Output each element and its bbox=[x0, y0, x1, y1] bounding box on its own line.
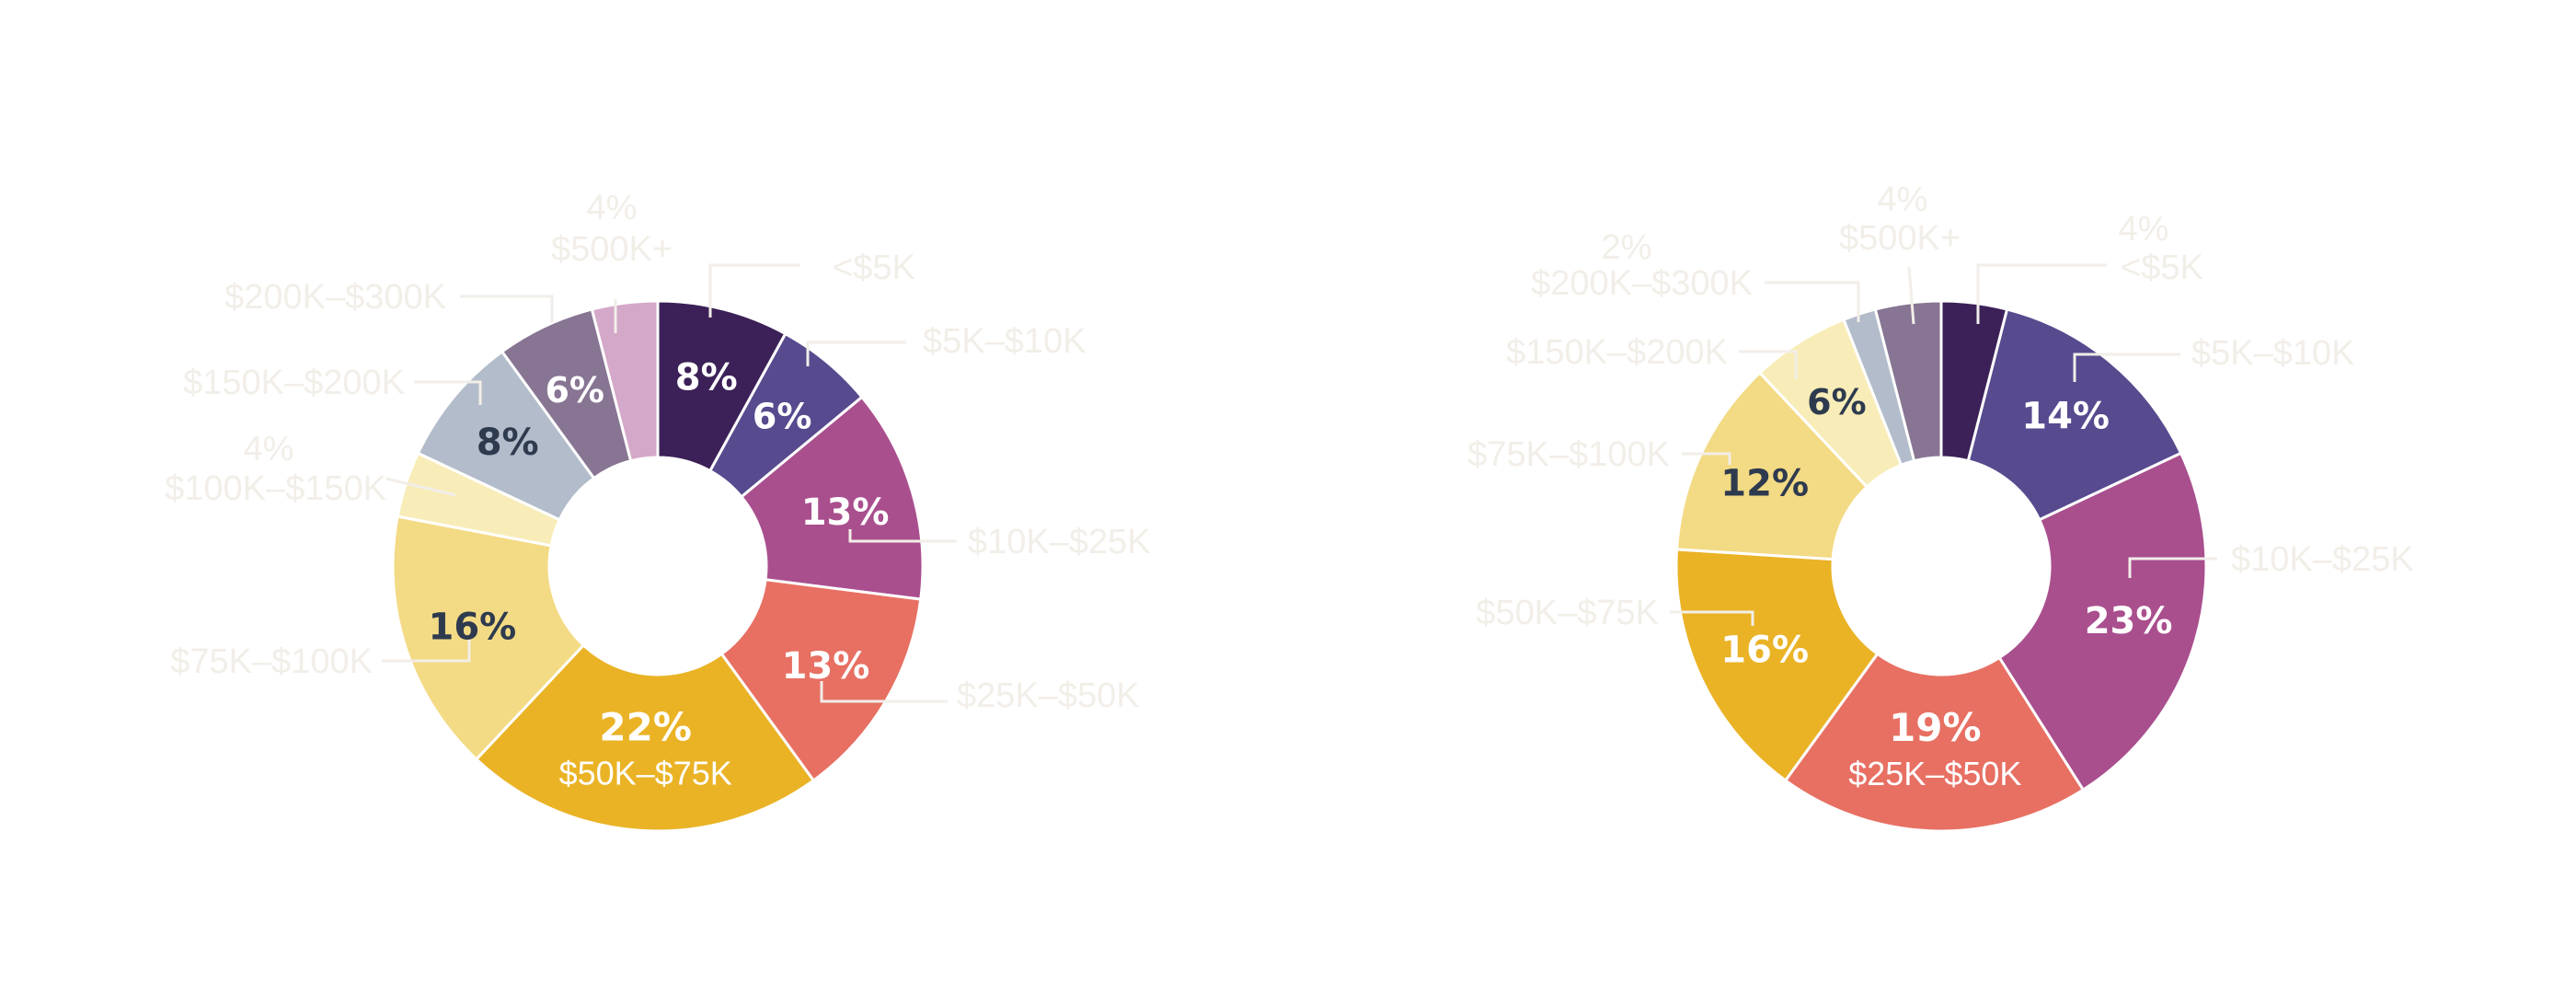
category-label-200k-300k: $200K–$300K bbox=[224, 278, 446, 317]
data-label-500kplus: 4% bbox=[587, 189, 638, 227]
category-label-25k-50k: $25K–$50K bbox=[1848, 755, 2021, 792]
donut-chart-left: 8% <$5K 6% $5K–$10K 13% $10K–$25K 13% $25K–$50K… bbox=[165, 189, 1151, 833]
leader-line-5k bbox=[1976, 263, 2107, 324]
data-label-75k-100k: 16% bbox=[429, 607, 517, 649]
category-label-10k-25k: $10K–$25K bbox=[968, 523, 1151, 561]
data-label-25k-50k: 19% bbox=[1889, 705, 1982, 750]
category-label-10k-25k: $10K–$25K bbox=[2231, 540, 2414, 579]
data-label-100k-150k: 4% bbox=[244, 430, 294, 468]
data-label-75k-100k: 12% bbox=[1720, 463, 1809, 505]
slice-25k-50k bbox=[1783, 652, 2086, 833]
category-label-50k-75k: $50K–$75K bbox=[1476, 594, 1659, 632]
category-label-75k-100k: $75K–$100K bbox=[1467, 435, 1670, 474]
data-label-25k-50k: 13% bbox=[782, 645, 870, 688]
leader-line-50k-75k bbox=[1670, 610, 1754, 626]
data-label-200k-300k: 6% bbox=[545, 370, 604, 410]
slice-25k-50k bbox=[719, 578, 923, 783]
category-label-5k: <$5K bbox=[2121, 248, 2203, 287]
leader-line-75k-100k bbox=[1682, 452, 1731, 465]
data-label-50k-75k: 22% bbox=[599, 705, 692, 750]
data-label-5k: 4% bbox=[2119, 210, 2169, 248]
data-label-10k-25k: 13% bbox=[801, 491, 890, 534]
category-label-5k-10k: $5K–$10K bbox=[923, 322, 1087, 361]
slice-50k-75k bbox=[474, 642, 816, 833]
slice-500kplus bbox=[590, 299, 660, 463]
leader-line-150k-200k bbox=[1739, 350, 1798, 379]
data-label-5k-10k: 14% bbox=[2021, 396, 2110, 438]
data-label-200k-300k: 2% bbox=[1602, 228, 1652, 267]
leader-line-150k-200k bbox=[414, 380, 482, 405]
slice-10k-25k bbox=[1997, 451, 2208, 792]
category-label-25k-50k: $25K–$50K bbox=[957, 676, 1140, 715]
leader-line-5k-10k bbox=[806, 341, 906, 366]
donut-chart-right: <$5K4%14%$5K–$10K23%$10K–$25K19%$25K–$50… bbox=[1467, 180, 2414, 833]
slice-10k-25k bbox=[739, 395, 925, 601]
category-label-5k: <$5K bbox=[833, 248, 915, 287]
category-label-500kplus: $500K+ bbox=[551, 230, 673, 269]
category-label-100k-150k: $100K–$150K bbox=[165, 469, 386, 508]
data-label-150k-200k: 8% bbox=[477, 422, 539, 464]
slice-5k-10k bbox=[1966, 307, 2183, 522]
category-label-50k-75k: $50K–$75K bbox=[559, 755, 732, 792]
leader-line-200k-300k bbox=[460, 295, 554, 322]
category-label-150k-200k: $150K–$200K bbox=[1506, 333, 1728, 372]
category-label-5k-10k: $5K–$10K bbox=[2191, 334, 2355, 373]
data-label-5k: 8% bbox=[675, 357, 738, 399]
data-label-10k-25k: 23% bbox=[2085, 600, 2173, 642]
leader-line-10k-25k bbox=[2128, 557, 2217, 578]
category-label-200k-300k: $200K–$300K bbox=[1531, 264, 1753, 303]
category-label-150k-200k: $150K–$200K bbox=[183, 364, 405, 402]
data-label-5k-10k: 6% bbox=[753, 397, 812, 437]
data-label-150k-200k: 6% bbox=[1807, 382, 1867, 422]
slice-75k-100k bbox=[1674, 370, 1869, 561]
leader-line-5k-10k bbox=[2073, 353, 2180, 382]
leader-line-100k-150k bbox=[385, 477, 456, 497]
leader-line-25k-50k bbox=[820, 681, 948, 703]
slice-500kplus bbox=[1873, 299, 1943, 463]
slice-75k-100k bbox=[391, 514, 586, 762]
leader-line-500kplus bbox=[1907, 266, 1915, 325]
leader-line-5k bbox=[708, 263, 800, 318]
data-label-50k-75k: 16% bbox=[1720, 629, 1809, 671]
leader-line-75k-100k bbox=[382, 640, 471, 663]
slice-50k-75k bbox=[1674, 548, 1880, 783]
category-label-500kplus: $500K+ bbox=[1839, 219, 1961, 258]
category-label-75k-100k: $75K–$100K bbox=[170, 642, 373, 681]
data-label-500kplus: 4% bbox=[1878, 180, 1928, 219]
leader-line-10k-25k bbox=[848, 529, 957, 543]
leader-line-200k-300k bbox=[1765, 281, 1860, 322]
